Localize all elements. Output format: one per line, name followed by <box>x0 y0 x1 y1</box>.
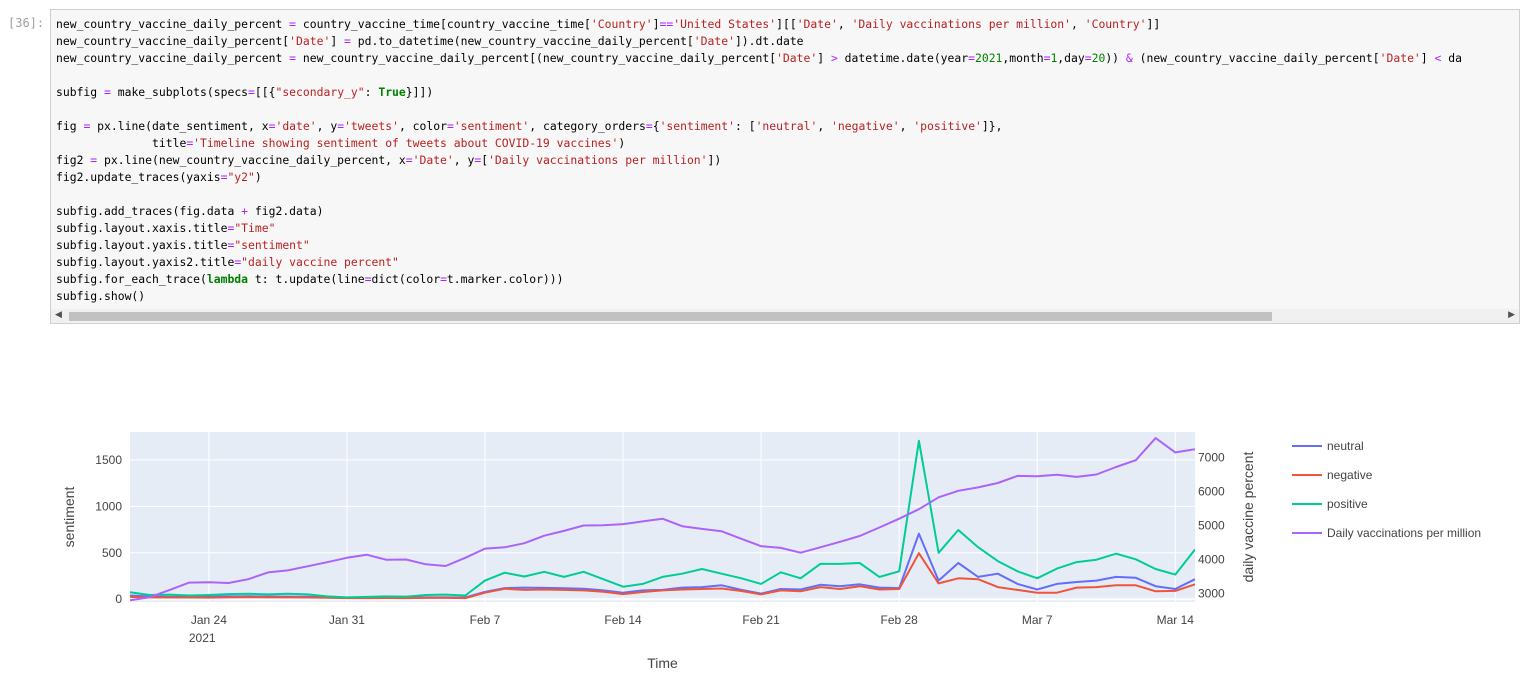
legend-item[interactable]: Daily vaccinations per million <box>1292 526 1481 540</box>
code-text[interactable]: new_country_vaccine_daily_percent = coun… <box>56 16 1462 305</box>
y2-tick-label: 7000 <box>1198 451 1225 465</box>
x-tick-label: Mar 14 <box>1157 613 1195 627</box>
legend-label[interactable]: negative <box>1327 468 1373 482</box>
scrollbar-thumb[interactable] <box>69 312 1272 321</box>
x-tick-label: Jan 24 <box>191 613 227 627</box>
cell-prompt: [36]: <box>8 16 45 30</box>
legend-item[interactable]: positive <box>1292 497 1368 511</box>
legend-label[interactable]: positive <box>1327 497 1368 511</box>
code-line[interactable]: subfig.layout.xaxis.title="Time" <box>56 221 276 235</box>
legend-label[interactable]: Daily vaccinations per million <box>1327 526 1481 540</box>
legend-label[interactable]: neutral <box>1327 439 1364 453</box>
plotly-chart[interactable]: Jan 24 2021 Jan 31 Feb 7 Feb 14 Feb 21 Feb 28 M… <box>0 330 1532 688</box>
x-tick-label: Mar 7 <box>1022 613 1053 627</box>
code-line[interactable]: fig2 = px.line(new_country_vaccine_daily… <box>56 153 722 167</box>
code-line[interactable]: new_country_vaccine_daily_percent['Date'… <box>56 34 804 48</box>
code-line[interactable]: subfig.show() <box>56 289 146 303</box>
code-line[interactable]: new_country_vaccine_daily_percent = new_… <box>56 51 1462 65</box>
code-line[interactable]: subfig = make_subplots(specs=[[{"seconda… <box>56 85 434 99</box>
series-line-negative <box>130 552 1195 600</box>
grid-lines <box>130 432 1195 602</box>
notebook-cell: [36]: new_country_vaccine_daily_percent … <box>0 0 1532 330</box>
series-line-daily-vaccinations-per-million <box>130 437 1195 602</box>
triangle-left-icon[interactable]: ◀ <box>55 310 62 320</box>
y2-tick-label: 5000 <box>1198 519 1225 533</box>
legend[interactable]: neutral negative positive Daily vaccination… <box>1292 439 1481 540</box>
y-axis-title: sentiment <box>61 487 77 548</box>
y2-tick-label: 3000 <box>1198 587 1225 601</box>
x-tick-label: Feb 21 <box>742 613 780 627</box>
x-tick-label: Feb 7 <box>470 613 501 627</box>
x-tick-label: Jan 31 <box>329 613 365 627</box>
y2-axis-title: daily vaccine percent <box>1240 452 1256 583</box>
y-tick-label: 0 <box>115 592 122 606</box>
triangle-right-icon[interactable]: ▶ <box>1508 310 1515 320</box>
code-line[interactable]: fig2.update_traces(yaxis="y2") <box>56 170 262 184</box>
series-line-positive <box>130 439 1195 599</box>
y-tick-label: 500 <box>102 546 122 560</box>
code-line[interactable]: subfig.for_each_trace(lambda t: t.update… <box>56 272 564 286</box>
horizontal-scrollbar[interactable]: ◀ ▶ <box>51 309 1519 323</box>
code-line[interactable]: subfig.layout.yaxis2.title="daily vaccin… <box>56 255 399 269</box>
code-line[interactable]: subfig.layout.yaxis.title="sentiment" <box>56 238 310 252</box>
x-axis-title: Time <box>647 655 678 671</box>
y2-tick-label: 6000 <box>1198 485 1225 499</box>
y-tick-label: 1000 <box>95 499 122 513</box>
y-tick-label: 1500 <box>95 453 122 467</box>
x-tick-sublabel: 2021 <box>189 631 216 645</box>
x-tick-label: Feb 14 <box>604 613 642 627</box>
x-tick-label: Feb 28 <box>880 613 918 627</box>
y2-tick-label: 4000 <box>1198 553 1225 567</box>
code-line[interactable]: subfig.add_traces(fig.data + fig2.data) <box>56 204 324 218</box>
legend-item[interactable]: negative <box>1292 468 1373 482</box>
legend-item[interactable]: neutral <box>1292 439 1364 453</box>
series-lines <box>130 437 1195 602</box>
code-line[interactable]: title='Timeline showing sentiment of twe… <box>56 136 626 150</box>
code-line[interactable]: new_country_vaccine_daily_percent = coun… <box>56 17 1161 31</box>
axis-ticks: Jan 24 2021 Jan 31 Feb 7 Feb 14 Feb 21 Feb 28 M… <box>95 451 1225 646</box>
code-editor[interactable]: new_country_vaccine_daily_percent = coun… <box>50 9 1520 324</box>
code-line[interactable]: fig = px.line(date_sentiment, x='date', … <box>56 119 1003 133</box>
